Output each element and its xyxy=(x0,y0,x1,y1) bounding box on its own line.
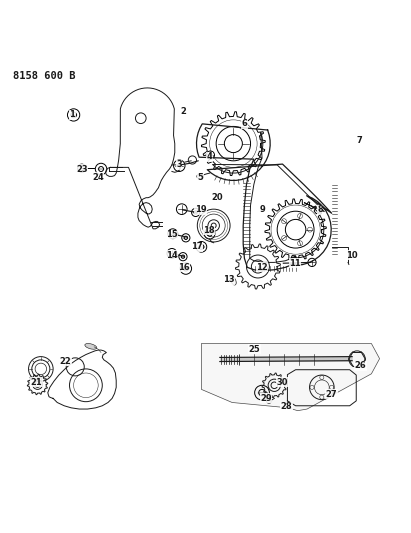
Text: 27: 27 xyxy=(326,390,337,399)
Text: 2: 2 xyxy=(180,107,186,116)
Text: 1: 1 xyxy=(69,110,75,119)
Text: 22: 22 xyxy=(60,357,71,366)
Ellipse shape xyxy=(85,343,97,349)
Text: 8: 8 xyxy=(317,206,323,214)
Text: 26: 26 xyxy=(354,361,366,370)
Text: 19: 19 xyxy=(195,206,206,214)
Text: 17: 17 xyxy=(191,243,202,252)
Text: 10: 10 xyxy=(346,251,358,260)
Ellipse shape xyxy=(231,277,236,285)
Text: 18: 18 xyxy=(203,226,215,235)
Polygon shape xyxy=(201,343,380,411)
Text: 5: 5 xyxy=(198,173,203,182)
Text: 30: 30 xyxy=(277,377,288,386)
Text: 25: 25 xyxy=(249,345,261,354)
Text: 23: 23 xyxy=(76,165,88,174)
Text: 3: 3 xyxy=(176,160,182,169)
Text: 6: 6 xyxy=(242,119,247,128)
Text: 24: 24 xyxy=(92,173,104,182)
Text: 13: 13 xyxy=(224,275,235,284)
Text: 7: 7 xyxy=(356,136,362,145)
Text: 29: 29 xyxy=(260,394,272,403)
Text: 8158 600 B: 8158 600 B xyxy=(13,71,76,80)
Text: 21: 21 xyxy=(31,377,43,386)
Text: 12: 12 xyxy=(256,263,268,272)
Text: 20: 20 xyxy=(211,193,223,202)
Text: 28: 28 xyxy=(281,402,292,411)
Text: 9: 9 xyxy=(259,206,265,214)
Text: 14: 14 xyxy=(166,251,178,260)
Text: 4: 4 xyxy=(207,152,212,161)
Text: 16: 16 xyxy=(178,263,190,272)
Text: 11: 11 xyxy=(289,259,301,268)
Ellipse shape xyxy=(266,400,271,403)
Text: 15: 15 xyxy=(166,230,178,239)
